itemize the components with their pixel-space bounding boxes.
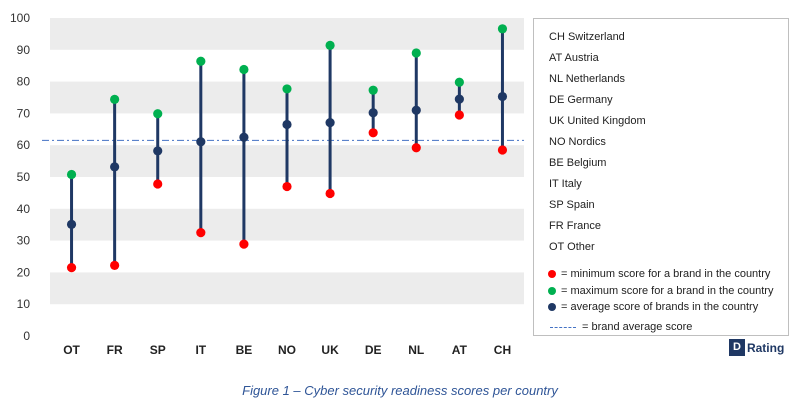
- x-tick-label-ch: CH: [494, 343, 511, 357]
- min-point-ch: [497, 145, 508, 155]
- avg-point-ch: [497, 91, 508, 102]
- logo-word: Rating: [746, 340, 785, 355]
- x-tick-label-uk: UK: [321, 343, 339, 357]
- x-tick-label-de: DE: [365, 343, 382, 357]
- min-point-nl: [411, 143, 421, 153]
- y-tick-label: 0: [23, 329, 30, 343]
- legend-country-item: OT Other: [549, 241, 595, 253]
- legend-key-ref: = brand average score: [548, 321, 692, 333]
- min-point-sp: [153, 179, 163, 189]
- y-tick-label: 100: [10, 11, 30, 25]
- max-point-ot: [66, 169, 77, 180]
- y-tick-label: 80: [17, 75, 31, 89]
- min-point-be: [239, 239, 249, 249]
- y-tick-label: 70: [17, 106, 31, 120]
- x-tick-label-ot: OT: [63, 343, 80, 357]
- avg-point-it: [196, 137, 206, 147]
- max-point-uk: [325, 40, 335, 50]
- chart-marks: [66, 24, 508, 273]
- max-point-be: [239, 64, 249, 75]
- avg-point-fr: [110, 162, 120, 172]
- max-point-de: [368, 85, 378, 95]
- green-dot-icon: [548, 287, 556, 295]
- avg-point-be: [239, 132, 249, 142]
- figure-caption: Figure 1 – Cyber security readiness scor…: [242, 383, 558, 398]
- legend-country-item: DE Germany: [549, 94, 613, 106]
- legend-country-item: AT Austria: [549, 52, 599, 64]
- max-point-at: [454, 77, 464, 87]
- x-tick-label-fr: FR: [107, 343, 123, 357]
- avg-point-uk: [325, 118, 335, 128]
- legend-country-item: FR France: [549, 220, 601, 232]
- x-tick-label-nl: NL: [408, 343, 424, 357]
- max-point-it: [196, 56, 206, 66]
- logo-mark: D: [729, 339, 745, 356]
- x-tick-label-be: BE: [236, 343, 253, 357]
- y-tick-label: 60: [17, 138, 31, 152]
- legend-country-item: UK United Kingdom: [549, 115, 646, 127]
- legend: CH Switzerland AT Austria NL Netherlands DE…: [533, 18, 789, 336]
- y-tick-label: 90: [17, 43, 31, 57]
- grid-band: [50, 18, 524, 50]
- max-point-fr: [110, 94, 120, 105]
- min-point-at: [454, 110, 464, 120]
- legend-key-min: = minimum score for a brand in the count…: [548, 268, 770, 280]
- y-tick-label: 10: [17, 297, 31, 311]
- navy-dot-icon: [548, 303, 556, 311]
- min-point-fr: [110, 260, 120, 271]
- avg-point-ot: [66, 219, 77, 229]
- d-rating-logo: D Rating: [729, 339, 784, 356]
- min-point-ot: [66, 263, 77, 273]
- y-tick-label: 20: [17, 265, 31, 279]
- avg-point-nl: [411, 105, 421, 115]
- legend-country-item: IT Italy: [549, 178, 582, 190]
- y-tick-label: 50: [17, 170, 31, 184]
- x-axis: OT FR SP IT BE NO UK DE NL AT CH: [63, 343, 511, 357]
- grid-band: [50, 208, 524, 241]
- red-dot-icon: [548, 270, 556, 278]
- min-point-uk: [325, 188, 335, 199]
- legend-key-min-label: = minimum score for a brand in the count…: [561, 268, 771, 280]
- y-tick-label: 30: [17, 234, 31, 248]
- x-tick-label-sp: SP: [150, 343, 166, 357]
- avg-point-sp: [153, 146, 163, 156]
- y-axis: 0 10 20 30 40 50 60 70 80 90 100: [10, 11, 30, 343]
- min-point-de: [368, 128, 378, 138]
- legend-key-avg: = average score of brands in the country: [548, 301, 758, 313]
- min-point-it: [196, 228, 206, 238]
- legend-key-ref-label: = brand average score: [582, 321, 693, 333]
- legend-country-item: SP Spain: [549, 199, 595, 211]
- legend-country-item: NL Netherlands: [549, 73, 626, 85]
- avg-point-at: [454, 94, 464, 104]
- max-point-nl: [411, 48, 421, 58]
- legend-country-item: NO Nordics: [549, 136, 606, 148]
- max-point-no: [282, 84, 292, 94]
- avg-point-de: [368, 108, 378, 118]
- legend-country-item: CH Switzerland: [549, 31, 625, 43]
- min-point-no: [282, 181, 292, 192]
- x-tick-label-no: NO: [278, 343, 296, 357]
- legend-key-avg-label: = average score of brands in the country: [561, 301, 759, 313]
- dash-dot-line-icon: [550, 326, 576, 328]
- avg-point-no: [282, 119, 292, 130]
- y-tick-label: 40: [17, 202, 31, 216]
- legend-country-item: BE Belgium: [549, 157, 607, 169]
- max-point-ch: [497, 24, 508, 34]
- grid-band: [50, 272, 524, 305]
- legend-key-max-label: = maximum score for a brand in the count…: [561, 285, 774, 297]
- max-point-sp: [153, 109, 163, 119]
- legend-key-max: = maximum score for a brand in the count…: [548, 285, 773, 297]
- x-tick-label-at: AT: [452, 343, 468, 357]
- x-tick-label-it: IT: [195, 343, 206, 357]
